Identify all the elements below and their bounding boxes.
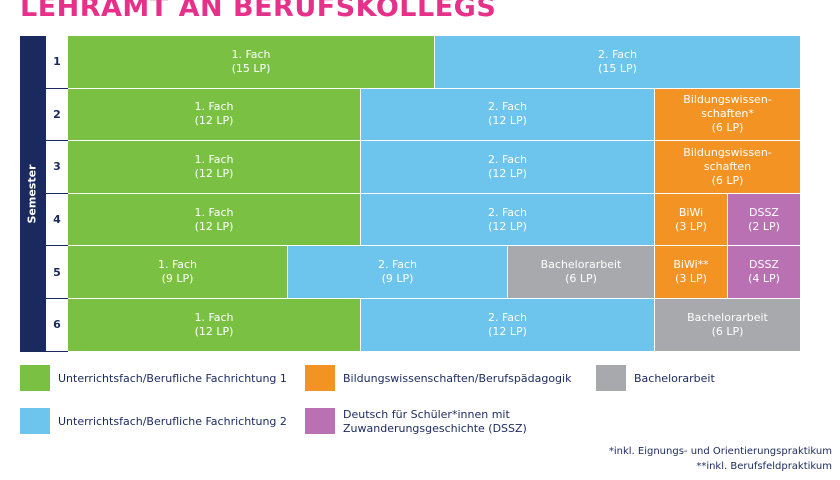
module-cell-thesis: Bachelorarbeit (6 LP) xyxy=(508,246,655,299)
module-cell-education: Bildungswissen- schaften (6 LP) xyxy=(655,141,801,194)
legend-label-thesis: Bachelorarbeit xyxy=(634,372,715,385)
module-cell-education: BiWi (3 LP) xyxy=(655,193,728,247)
legend-label-education: Bildungswissenschaften/Berufspädagogik xyxy=(343,372,572,385)
module-cell-subject2: 2. Fach (12 LP) xyxy=(361,88,655,142)
legend-swatch-subject2 xyxy=(20,408,50,434)
footnote-1: *inkl. Eignungs- und Orientierungsprakti… xyxy=(608,446,832,457)
module-cell-subject1: 1. Fach (12 LP) xyxy=(68,193,361,247)
legend-swatch-dssz xyxy=(305,408,335,434)
footnote-2: **inkl. Berufsfeldpraktikum xyxy=(696,461,832,472)
legend-label-dssz: Deutsch für Schüler*innen mit Zuwanderun… xyxy=(343,408,527,435)
module-cell-education: Bildungswissen- schaften* (6 LP) xyxy=(655,88,801,142)
module-cell-subject2: 2. Fach (12 LP) xyxy=(361,193,655,247)
module-cell-dssz: DSSZ (2 LP) xyxy=(728,193,801,247)
module-cell-subject1: 1. Fach (15 LP) xyxy=(68,36,435,89)
semester-number: 5 xyxy=(45,246,68,299)
legend-swatch-thesis xyxy=(596,365,626,391)
module-cell-subject2: 2. Fach (12 LP) xyxy=(361,141,655,194)
semester-number: 1 xyxy=(45,36,68,89)
module-cell-subject1: 1. Fach (12 LP) xyxy=(68,88,361,142)
semester-number: 2 xyxy=(45,88,68,142)
semester-number: 3 xyxy=(45,141,68,194)
legend-swatch-subject1 xyxy=(20,365,50,391)
module-cell-thesis: Bachelorarbeit (6 LP) xyxy=(655,299,801,352)
semester-number: 6 xyxy=(45,299,68,352)
legend-label-subject2: Unterrichtsfach/Berufliche Fachrichtung … xyxy=(58,415,287,428)
module-cell-dssz: DSSZ (4 LP) xyxy=(728,246,801,299)
semester-number: 4 xyxy=(45,193,68,247)
legend-label-subject1: Unterrichtsfach/Berufliche Fachrichtung … xyxy=(58,372,287,385)
module-cell-subject2: 2. Fach (9 LP) xyxy=(288,246,508,299)
module-cell-subject1: 1. Fach (9 LP) xyxy=(68,246,288,299)
legend-swatch-education xyxy=(305,365,335,391)
semester-axis-bar xyxy=(20,36,45,352)
module-cell-subject1: 1. Fach (12 LP) xyxy=(68,299,361,352)
semester-axis-label: Semester xyxy=(25,164,39,224)
module-cell-subject2: 2. Fach (15 LP) xyxy=(435,36,801,89)
module-cell-subject1: 1. Fach (12 LP) xyxy=(68,141,361,194)
module-cell-education: BiWi** (3 LP) xyxy=(655,246,728,299)
module-cell-subject2: 2. Fach (12 LP) xyxy=(361,299,655,352)
page-title: LEHRAMT AN BERUFSKOLLEGS xyxy=(20,0,497,23)
